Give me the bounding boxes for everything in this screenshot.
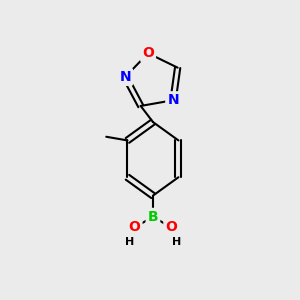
Text: N: N	[167, 93, 179, 107]
Text: N: N	[119, 70, 131, 84]
Text: O: O	[165, 220, 177, 234]
Text: B: B	[148, 210, 158, 224]
Text: H: H	[172, 237, 181, 247]
Text: O: O	[142, 46, 154, 60]
Text: H: H	[125, 237, 134, 247]
Text: O: O	[129, 220, 140, 234]
